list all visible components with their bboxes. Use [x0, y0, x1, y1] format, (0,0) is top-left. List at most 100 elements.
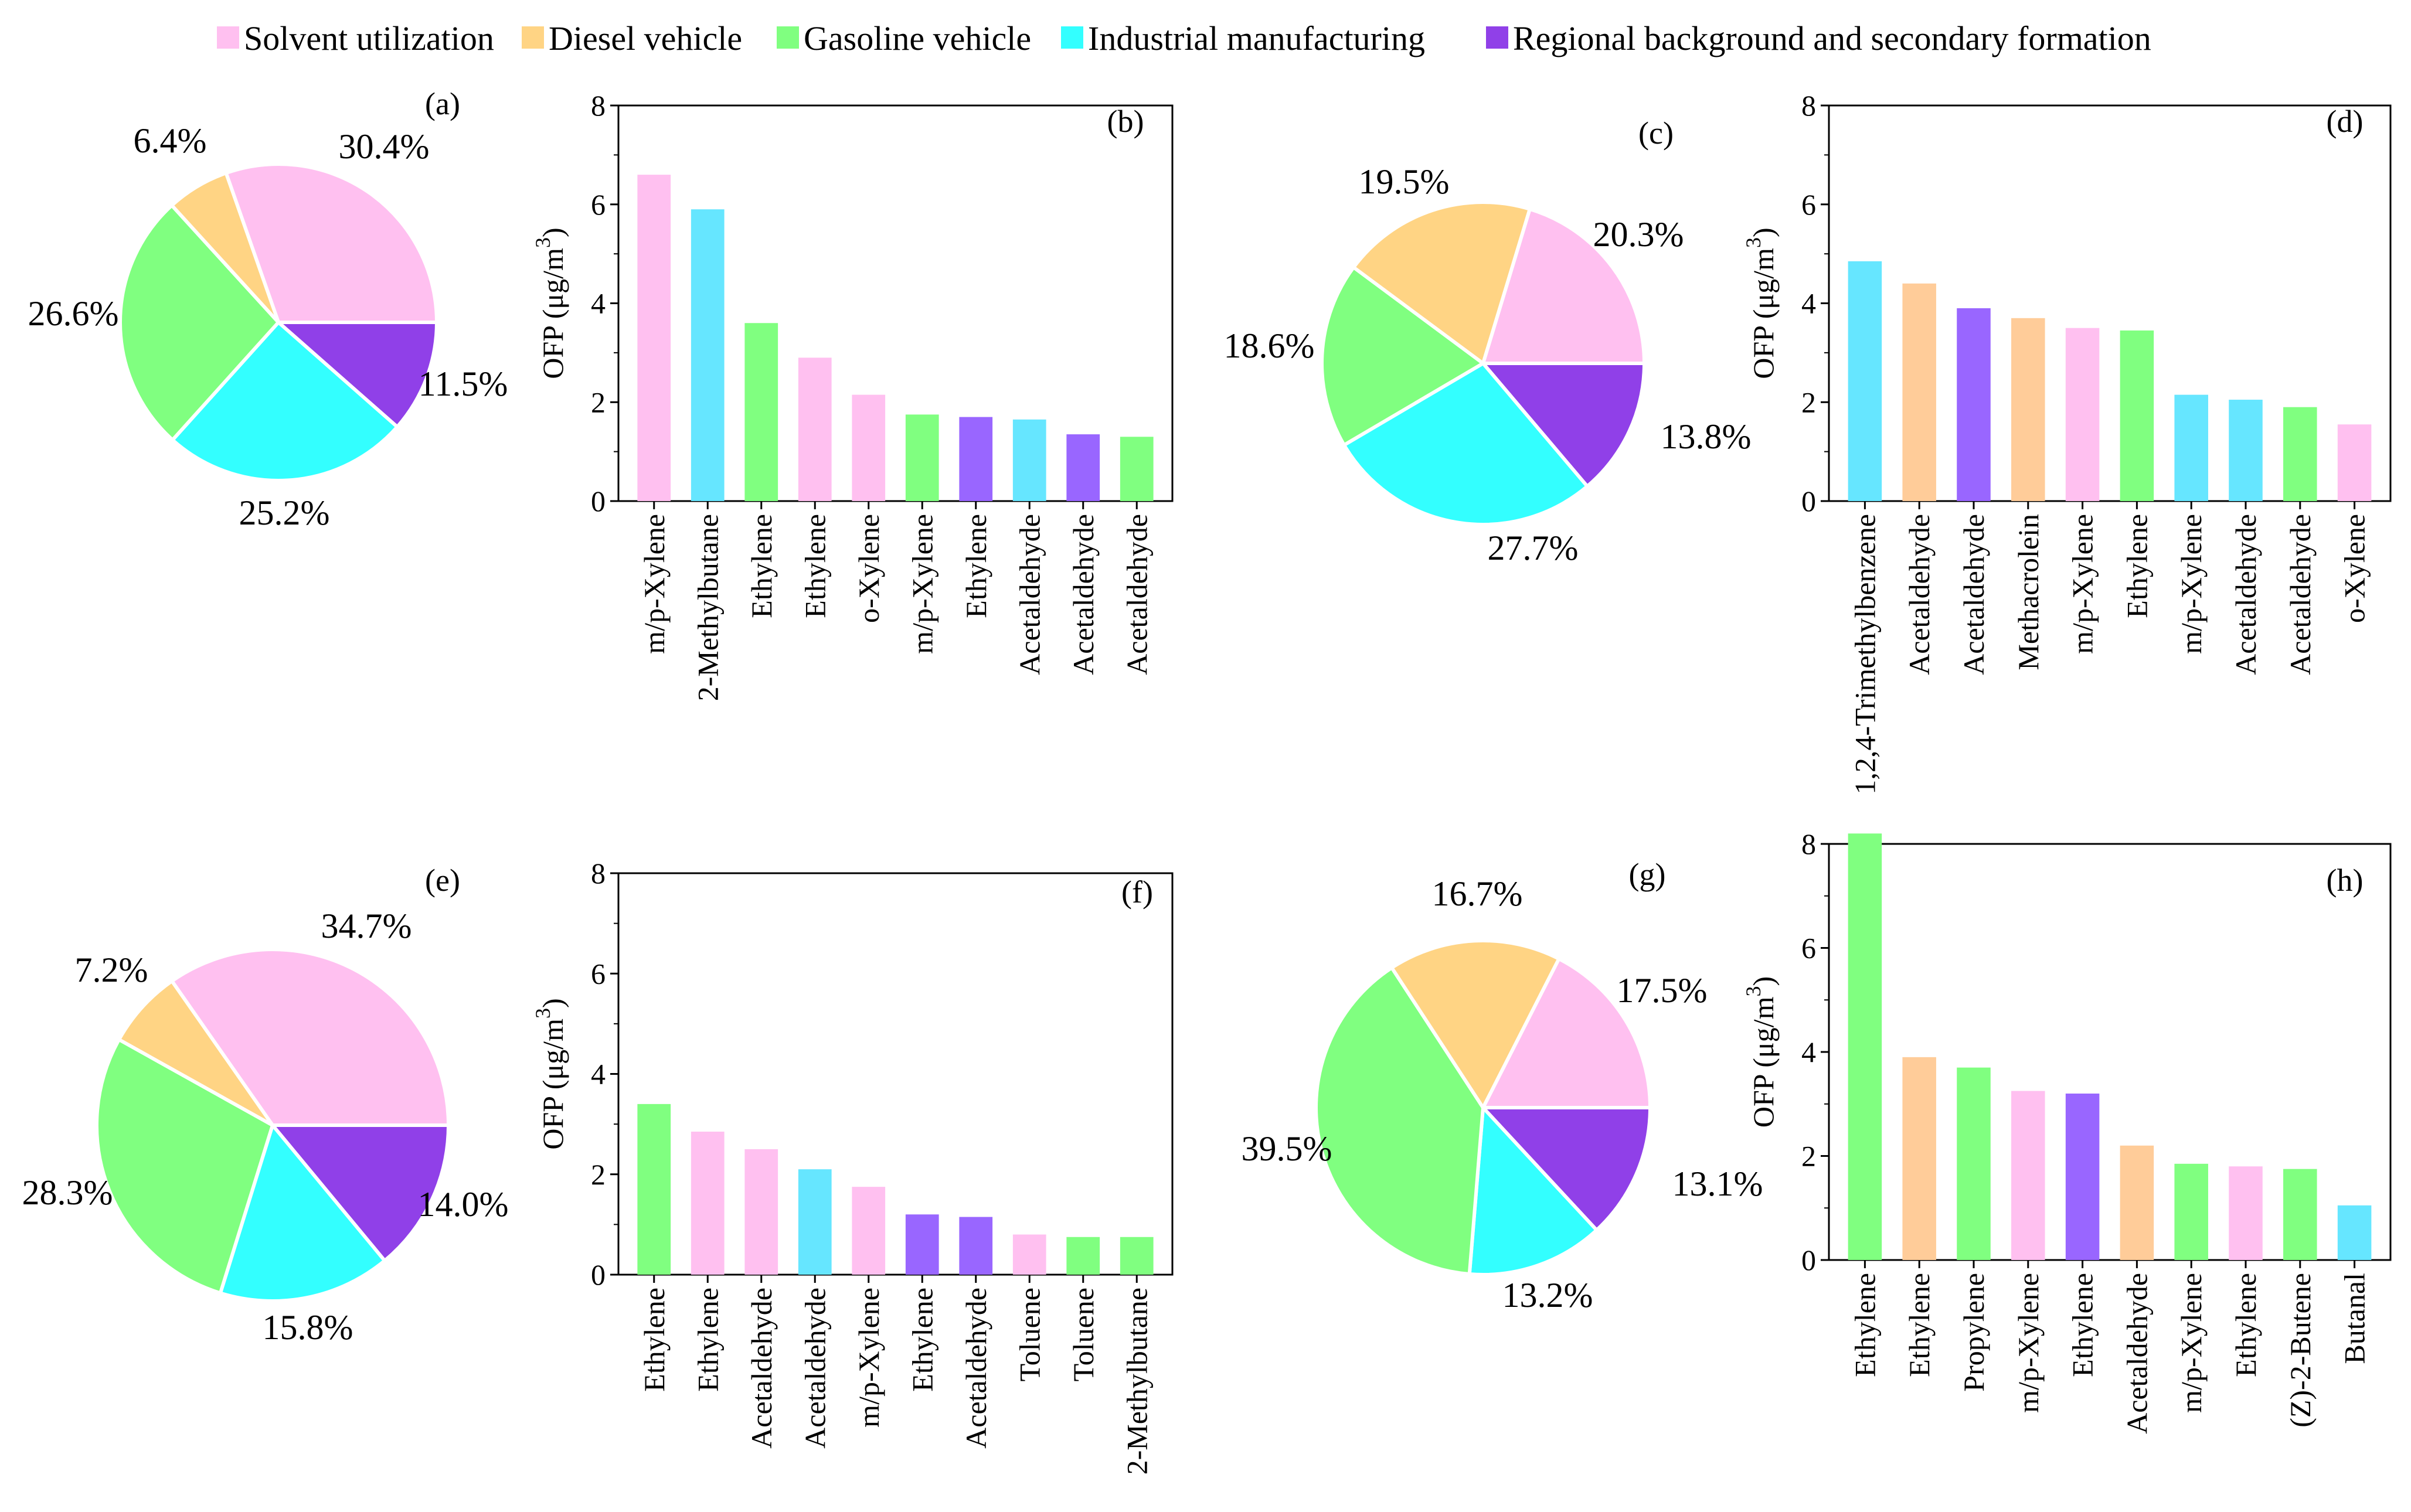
pie-slice — [118, 203, 281, 442]
bar — [852, 1187, 886, 1275]
y-tick-label: 4 — [1801, 287, 1816, 320]
y-tick-label: 8 — [591, 857, 606, 890]
y-tick-label: 4 — [1801, 1036, 1816, 1068]
bar — [1902, 283, 1936, 501]
pie-slice-label: 17.5% — [1617, 971, 1708, 1010]
x-tick-label: m/p-Xylene — [906, 514, 938, 654]
pie-slice — [1320, 264, 1487, 448]
x-tick-label: Ethylene — [2066, 1273, 2099, 1377]
x-tick-label: Acetaldehyde — [2120, 1273, 2153, 1434]
legend-swatch — [1061, 26, 1083, 49]
bar — [1012, 419, 1046, 501]
panel-label: (h) — [2327, 863, 2364, 898]
x-tick-label: Butanal — [2338, 1273, 2371, 1364]
y-axis-label-text: OFP (μg/m — [1747, 248, 1780, 379]
legend-swatch — [522, 26, 544, 49]
bar — [2065, 1094, 2100, 1260]
pie-slice — [1467, 1103, 1600, 1276]
y-axis-label-close: ) — [1747, 976, 1780, 986]
pie-slice-label: 16.7% — [1432, 874, 1523, 913]
bar — [959, 417, 993, 501]
pie-chart-g: 17.5% 13.1% 13.2% 39.5% 16.7% (g) — [1242, 857, 1763, 1315]
x-tick-label: m/p-Xylene — [2175, 514, 2208, 654]
x-tick-label: Acetaldehyde — [798, 1288, 831, 1449]
pie-slice-label: 26.6% — [28, 294, 119, 333]
pie-slice — [223, 162, 439, 324]
y-tick-label: 0 — [1801, 485, 1816, 517]
panel-label: (b) — [1107, 104, 1144, 139]
x-tick-label: Ethylene — [638, 1288, 671, 1392]
pie-slice-label: 27.7% — [1488, 529, 1579, 567]
panel-label: (f) — [1121, 874, 1153, 910]
y-tick-label: 4 — [591, 287, 606, 320]
y-tick-label: 2 — [1801, 1140, 1816, 1173]
bar — [1012, 1234, 1046, 1275]
x-tick-label: Acetaldehyde — [1903, 514, 1936, 675]
x-tick-label: Acetaldehyde — [2229, 514, 2262, 675]
bar — [1902, 1057, 1936, 1260]
legend-swatch — [777, 26, 799, 49]
x-tick-label: Ethylene — [2120, 514, 2153, 618]
pie-slice-label: 30.4% — [339, 127, 430, 166]
bar — [798, 357, 832, 501]
bar — [959, 1217, 993, 1275]
y-axis-label: OFP (μg/m3) — [531, 227, 569, 379]
x-tick-label: m/p-Xylene — [2012, 1273, 2045, 1413]
bar — [2337, 424, 2372, 501]
legend-item: Solvent utilization — [217, 19, 494, 57]
y-tick-label: 6 — [1801, 188, 1816, 221]
bar — [744, 1149, 778, 1275]
y-axis-label-close: ) — [536, 998, 569, 1008]
x-tick-label: Toluene — [1013, 1288, 1046, 1381]
legend-item: Gasoline vehicle — [777, 19, 1031, 57]
x-tick-label: (Z)-2-Butene — [2284, 1273, 2317, 1428]
bar — [905, 1214, 939, 1275]
x-tick-label: 1,2,4-Trimethylbenzene — [1848, 514, 1881, 795]
pie-slice — [169, 171, 280, 324]
y-axis-label-sup: 3 — [531, 237, 555, 248]
bar — [2229, 1166, 2263, 1260]
y-axis-label-close: ) — [536, 227, 569, 237]
legend: Solvent utilization Diesel vehicle Gasolin… — [217, 19, 2151, 57]
x-tick-label: Acetaldehyde — [1067, 514, 1100, 675]
y-axis-label-sup: 3 — [1742, 237, 1765, 248]
bar-chart-d: 0 2 4 6 8 OFP (μg/m3) 1,2,4-Trimethylbenzene Ac… — [1742, 89, 2392, 795]
bar — [905, 414, 939, 501]
y-axis-label-text: OFP (μg/m — [536, 248, 569, 379]
x-tick-label: 2-Methylbutane — [1120, 1288, 1153, 1474]
legend-swatch — [1486, 26, 1508, 49]
pie-slice-label: 13.8% — [1661, 417, 1752, 456]
bar — [2283, 1169, 2317, 1260]
bar — [1066, 1237, 1100, 1275]
x-tick-label: Acetaldehyde — [2284, 514, 2317, 675]
bar — [637, 1104, 671, 1275]
bar — [1848, 261, 1882, 501]
y-tick-label: 8 — [1801, 827, 1816, 860]
bar — [852, 394, 886, 501]
pie-slice — [1479, 362, 1647, 489]
y-tick-label: 2 — [591, 1158, 606, 1191]
x-tick-label: Acetaldehyde — [1957, 514, 1990, 675]
x-tick-label: m/p-Xylene — [638, 514, 671, 654]
y-tick-label: 8 — [1801, 89, 1816, 122]
bar — [2120, 1145, 2154, 1260]
y-axis-label-sup: 3 — [531, 1008, 555, 1019]
bar-chart-f: 0 2 4 6 8 OFP (μg/m3) Ethylene Ethylene Acetalde… — [531, 857, 1174, 1474]
x-tick-label: o-Xylene — [2338, 514, 2371, 623]
pie-slice — [218, 1121, 387, 1303]
bar — [2120, 330, 2154, 501]
x-tick-label: Acetaldehyde — [745, 1288, 778, 1449]
legend-item: Industrial manufacturing — [1061, 19, 1425, 57]
x-tick-label: Ethylene — [1903, 1273, 1936, 1377]
y-tick-label: 4 — [591, 1058, 606, 1091]
pie-slice-label: 39.5% — [1242, 1129, 1332, 1168]
x-tick-label: Ethylene — [906, 1288, 938, 1392]
pie-slice — [274, 321, 439, 430]
bar — [691, 209, 725, 501]
x-tick-label: Ethylene — [691, 1288, 724, 1392]
bar — [2174, 394, 2208, 501]
panel-label: (d) — [2327, 104, 2364, 139]
legend-swatch — [217, 26, 239, 49]
pie-chart-c: 20.3% 13.8% 27.7% 18.6% 19.5% (c) — [1224, 115, 1752, 567]
